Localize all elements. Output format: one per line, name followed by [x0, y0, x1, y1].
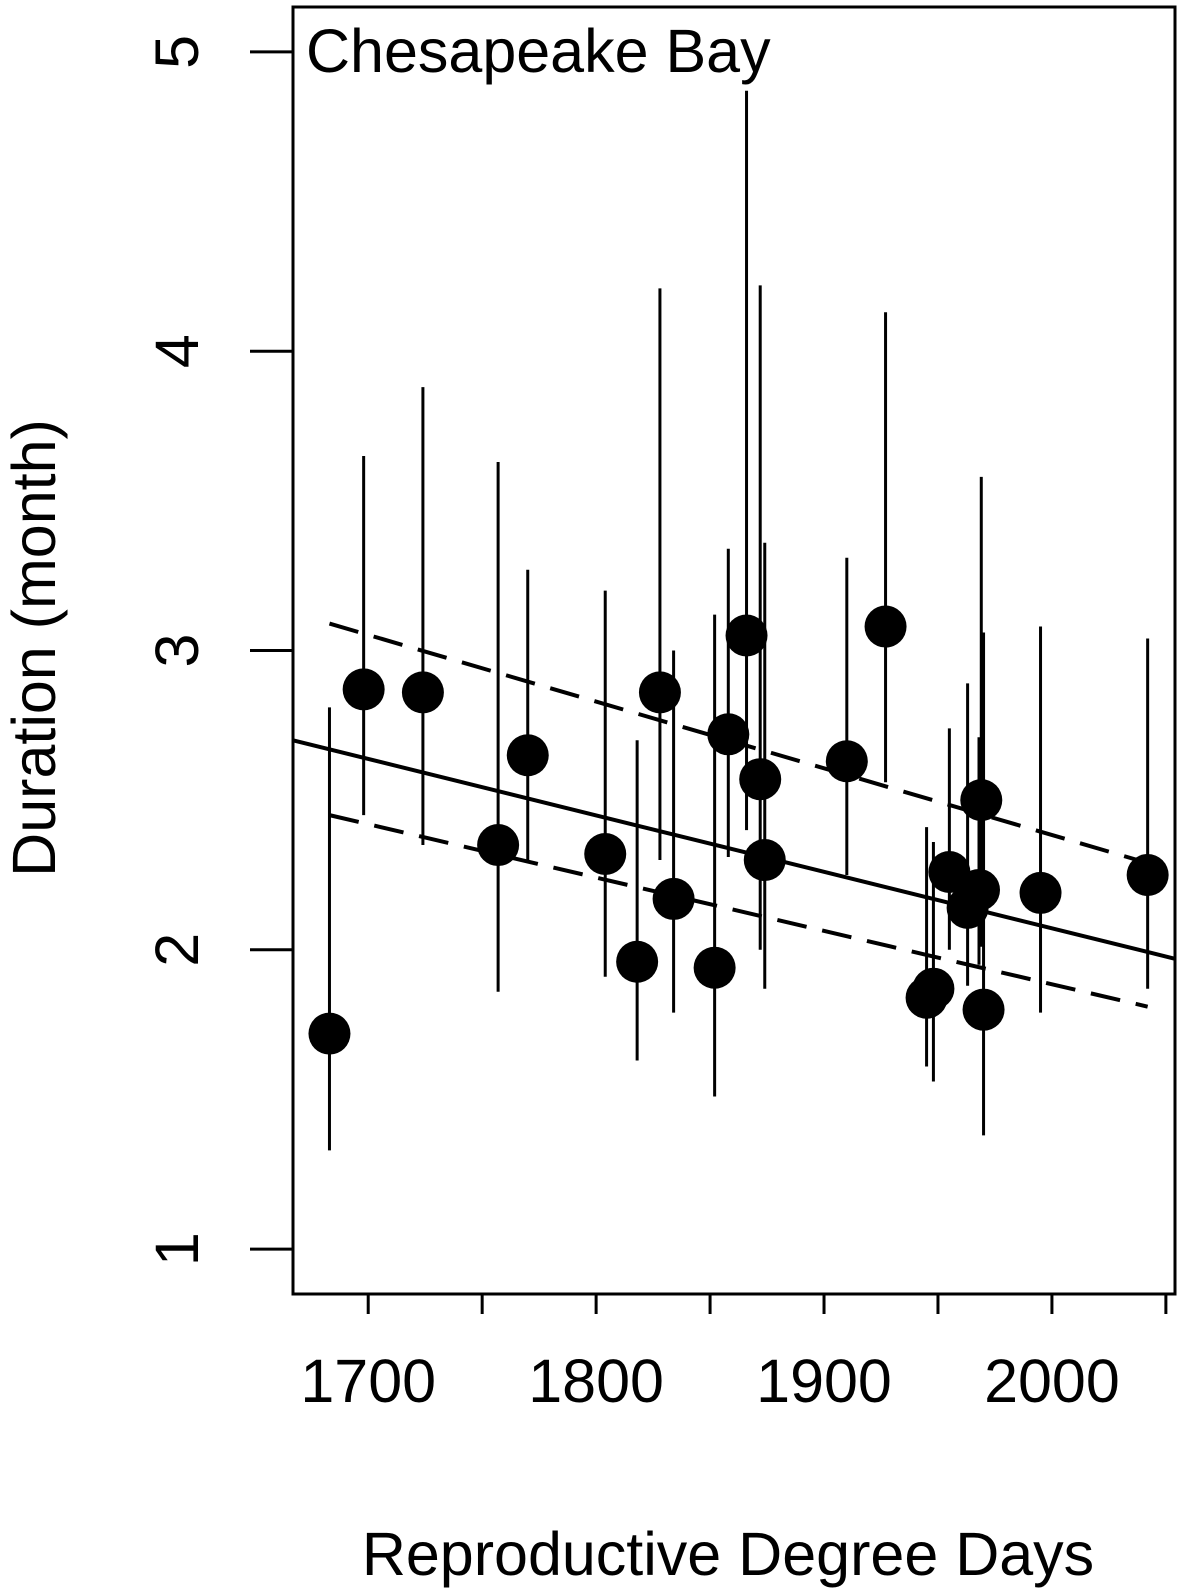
x-tick-label: 1700 [300, 1347, 436, 1415]
regression-line [292, 738, 1176, 961]
y-tick-label: 5 [143, 35, 211, 69]
data-point [960, 779, 1003, 822]
data-point [864, 605, 907, 648]
x-tick-label: 1900 [756, 1347, 892, 1415]
data-point [401, 671, 444, 714]
data-point [616, 940, 659, 983]
data-point [707, 713, 750, 756]
data-point [652, 877, 695, 920]
y-axis: 1 2 3 4 5 [143, 35, 293, 1266]
chart-title: Chesapeake Bay [306, 17, 771, 85]
x-tick-label: 1800 [528, 1347, 664, 1415]
y-tick-label: 2 [143, 933, 211, 967]
confidence-lower-line [329, 813, 1149, 1009]
data-point [506, 734, 549, 777]
data-point [693, 946, 736, 989]
error-bars [327, 90, 1150, 1151]
data-point [825, 740, 868, 783]
data-point [584, 833, 627, 876]
y-tick-label: 4 [143, 334, 211, 368]
data-point [477, 824, 520, 867]
y-tick-label: 3 [143, 634, 211, 668]
data-point [1126, 853, 1169, 896]
y-tick-label: 1 [143, 1232, 211, 1266]
data-points [308, 605, 1169, 1055]
data-point [725, 614, 768, 657]
data-point [342, 668, 385, 711]
y-axis-label: Duration (month) [0, 419, 68, 877]
data-point [962, 988, 1005, 1031]
data-point [912, 967, 955, 1010]
data-point [308, 1012, 351, 1055]
data-point [958, 868, 1000, 911]
data-point [1019, 871, 1062, 914]
x-axis-label: Reproductive Degree Days [362, 1520, 1094, 1588]
x-tick-label: 2000 [984, 1347, 1120, 1415]
data-point [743, 839, 786, 882]
data-point [739, 758, 782, 801]
x-axis: 1700 1800 1900 2000 [300, 1294, 1168, 1415]
data-point [638, 671, 681, 714]
